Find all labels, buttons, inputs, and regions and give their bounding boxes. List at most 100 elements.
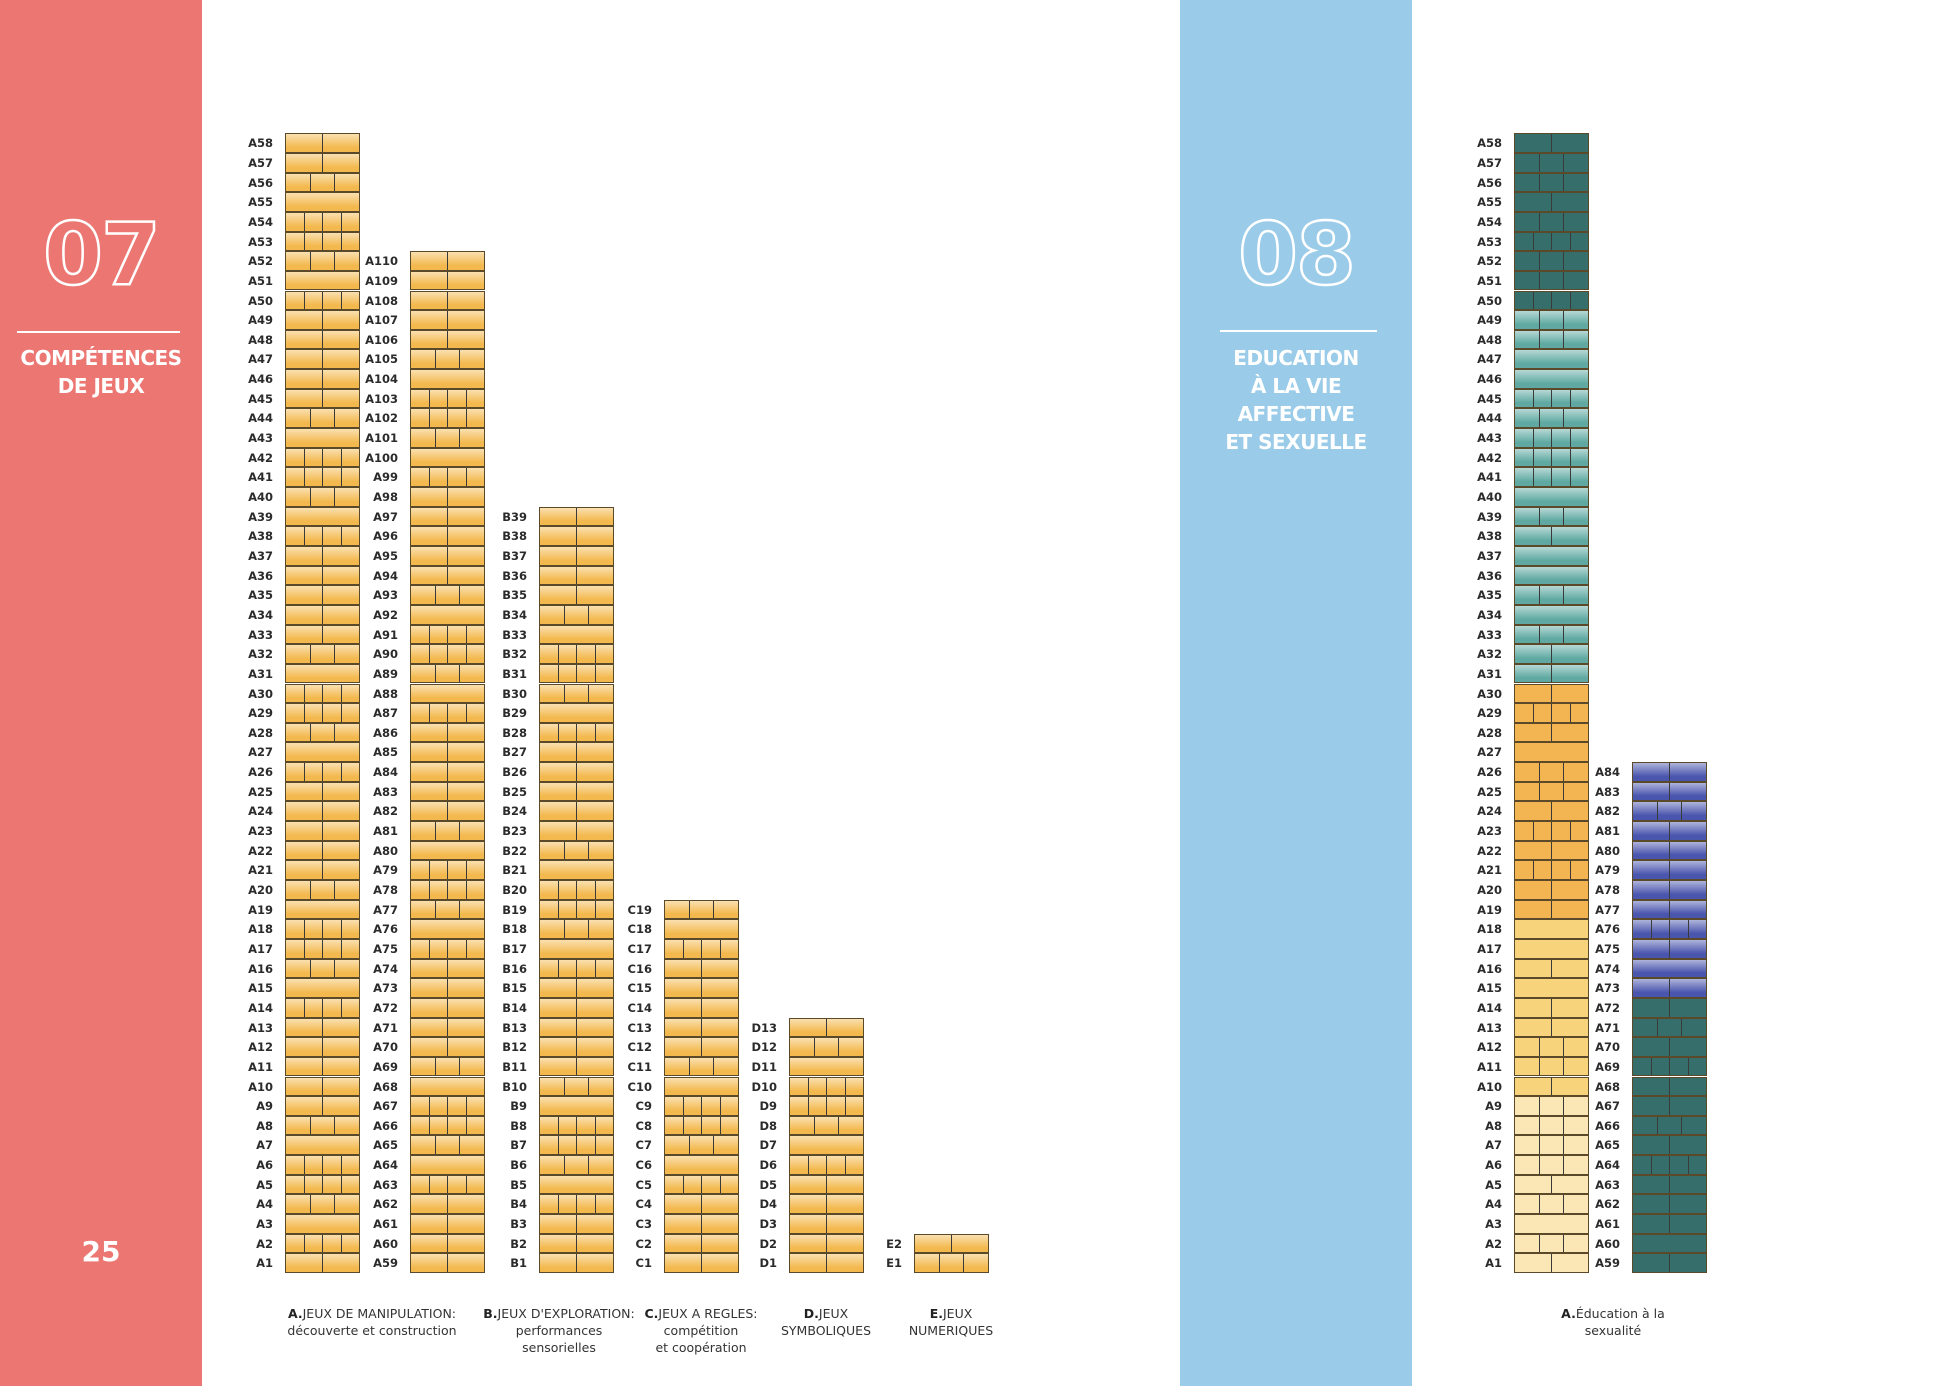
block — [1632, 762, 1707, 782]
block-segment — [540, 743, 577, 762]
block-segment — [286, 370, 323, 388]
block-segment — [1534, 822, 1552, 840]
category-caption: B.JEUX D'EXPLORATION: performances sensori… — [483, 1306, 635, 1355]
block — [410, 801, 485, 822]
row-label: A92 — [373, 607, 398, 622]
block — [285, 762, 360, 782]
block-segment — [684, 1097, 702, 1115]
block-segment — [1633, 979, 1670, 997]
block-segment — [665, 1136, 690, 1155]
block — [285, 506, 360, 527]
block — [1514, 880, 1589, 900]
row-label: C8 — [635, 1118, 652, 1133]
block — [285, 919, 360, 939]
row-label: B4 — [510, 1197, 527, 1212]
block-segment — [305, 939, 323, 958]
block-segment — [846, 1156, 864, 1174]
block-segment — [1633, 939, 1670, 958]
block-segment — [577, 645, 596, 663]
row-label: A23 — [1477, 824, 1502, 839]
block-segment — [411, 1234, 448, 1253]
block — [664, 978, 739, 998]
block-segment — [436, 586, 461, 604]
block-segment — [411, 330, 448, 349]
block-segment — [448, 272, 484, 290]
block-segment — [1515, 311, 1540, 329]
block-segment — [790, 1195, 827, 1214]
row-label: A72 — [1595, 1000, 1620, 1015]
row-label: A55 — [248, 195, 273, 210]
block — [285, 231, 360, 252]
row-label: A94 — [373, 568, 398, 583]
title-line: EDUCATION — [1233, 346, 1359, 370]
block — [1632, 801, 1707, 822]
block-segment — [1515, 370, 1588, 388]
page-number: 25 — [81, 1235, 121, 1268]
block-segment — [596, 665, 614, 683]
block — [410, 349, 485, 370]
row-label: C5 — [635, 1177, 652, 1192]
block-segment — [1652, 1057, 1670, 1076]
block-segment — [1515, 606, 1588, 624]
block-segment — [1682, 1019, 1706, 1037]
block — [285, 152, 360, 173]
block — [285, 703, 360, 723]
block-segment — [1515, 134, 1552, 152]
block — [1514, 329, 1589, 350]
row-label: A103 — [365, 391, 398, 406]
block-segment — [1515, 998, 1552, 1017]
block-segment — [665, 1116, 684, 1135]
block-segment — [286, 881, 311, 899]
block — [1514, 585, 1589, 605]
row-label: B33 — [502, 627, 527, 642]
block-segment — [577, 802, 613, 820]
block — [285, 683, 360, 704]
block-segment — [540, 626, 613, 644]
block — [539, 1037, 614, 1057]
block-segment — [1515, 1018, 1552, 1037]
block — [1514, 487, 1589, 507]
block-segment — [1670, 1156, 1689, 1174]
block — [1514, 997, 1589, 1018]
block-segment — [411, 743, 448, 762]
block-segment — [1571, 233, 1589, 251]
block-segment — [1670, 1097, 1706, 1115]
block — [285, 329, 360, 350]
block-segment — [323, 212, 342, 231]
block — [410, 604, 485, 625]
row-label: B22 — [502, 843, 527, 858]
block-segment — [411, 625, 430, 644]
block-segment — [1571, 468, 1589, 486]
row-label: A39 — [248, 509, 273, 524]
block — [1514, 1096, 1589, 1116]
block-segment — [540, 979, 577, 997]
row-label: A41 — [248, 470, 273, 485]
block-segment — [1670, 1057, 1689, 1076]
block — [789, 1233, 864, 1254]
block-segment — [286, 1195, 311, 1214]
block-segment — [311, 488, 336, 506]
block — [1514, 506, 1589, 527]
row-label: B37 — [502, 548, 527, 563]
row-label: B35 — [502, 588, 527, 603]
block-segment — [323, 998, 342, 1017]
block-segment — [1552, 685, 1588, 703]
row-label: C9 — [635, 1099, 652, 1114]
block-segment — [286, 546, 323, 565]
block-segment — [430, 1116, 448, 1135]
block-segment — [565, 684, 590, 703]
block-segment — [540, 763, 577, 781]
block-segment — [286, 861, 323, 879]
block-segment — [1515, 507, 1540, 526]
row-label: A28 — [1477, 725, 1502, 740]
block-segment — [540, 1254, 577, 1272]
block-segment — [702, 1175, 721, 1194]
row-label: A27 — [248, 745, 273, 760]
row-label: A63 — [1595, 1177, 1620, 1192]
block-segment — [1633, 782, 1670, 801]
block — [664, 1194, 739, 1215]
block-segment — [411, 429, 436, 447]
row-label: A25 — [1477, 784, 1502, 799]
block-segment — [559, 881, 577, 899]
block — [539, 1253, 614, 1273]
